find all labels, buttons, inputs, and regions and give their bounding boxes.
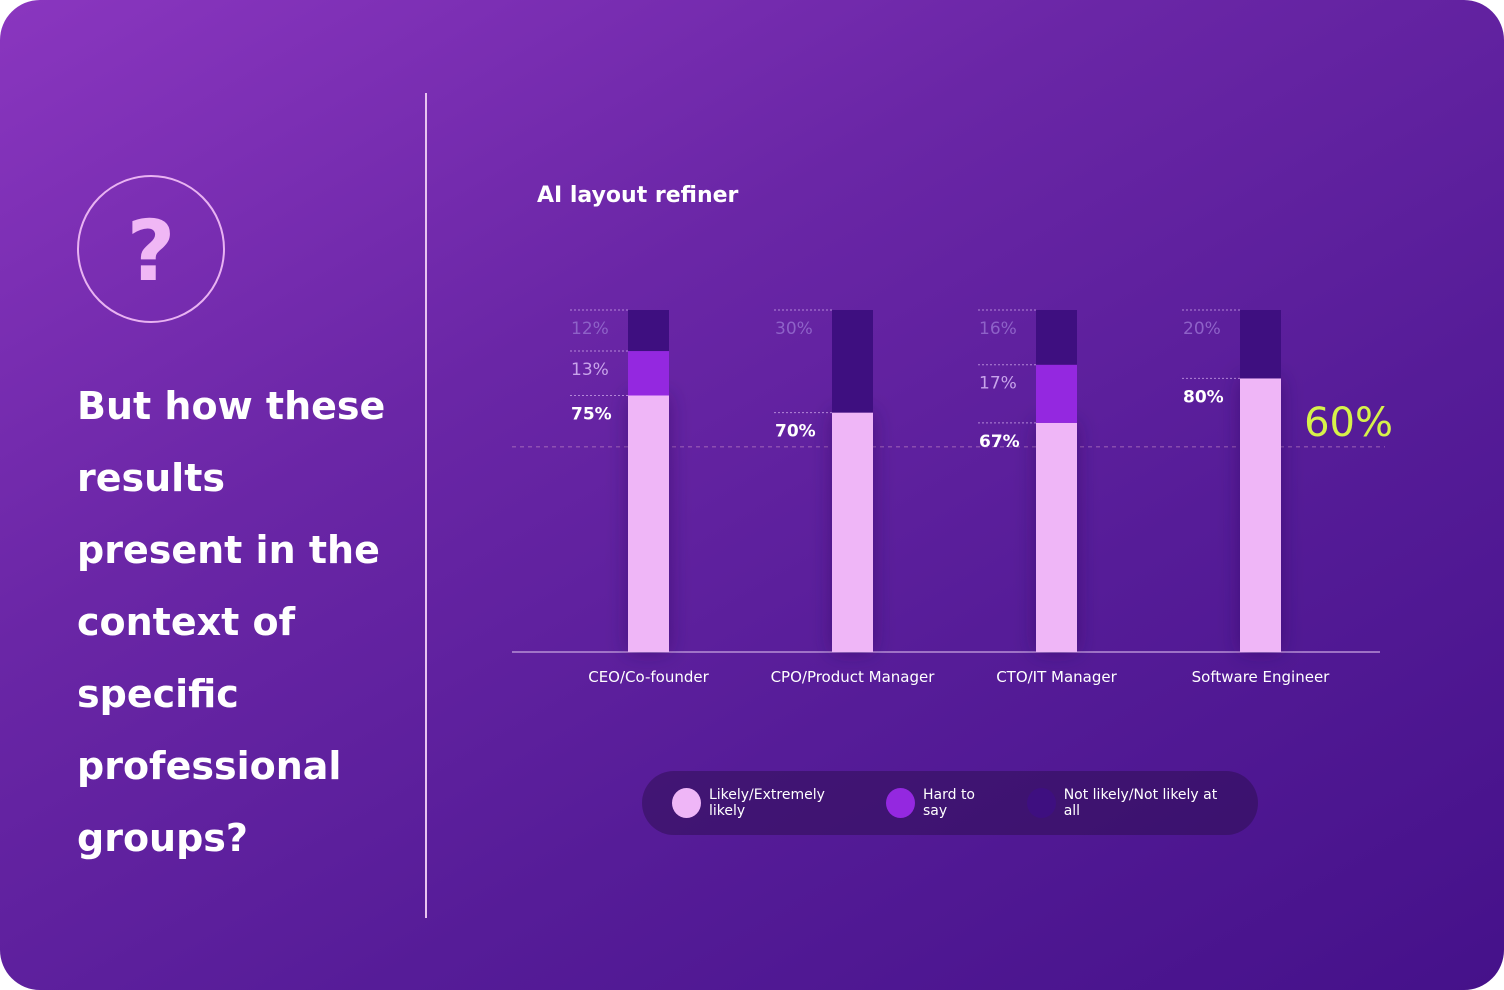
x-tick-label-3: CTO/IT Manager bbox=[996, 668, 1117, 686]
data-label-3-2: 30% bbox=[775, 319, 813, 339]
question-circle: ? bbox=[77, 175, 225, 323]
legend-item-hard-to-say: Hard to say bbox=[886, 787, 1001, 819]
bar-segment-1-4 bbox=[1240, 378, 1281, 652]
legend-swatch-likely bbox=[672, 788, 701, 818]
vertical-divider bbox=[425, 93, 427, 918]
data-label-1-2: 70% bbox=[775, 422, 816, 442]
bar-segment-3-2 bbox=[832, 310, 873, 413]
bar-segment-2-3 bbox=[1036, 364, 1077, 423]
bar-segment-1-1 bbox=[628, 395, 669, 652]
bar-segment-3-3 bbox=[1036, 310, 1077, 365]
legend-item-not-likely: Not likely/Not likely at all bbox=[1026, 787, 1232, 819]
x-tick-label-4: Software Engineer bbox=[1192, 668, 1331, 686]
bar-segment-1-2 bbox=[832, 412, 873, 652]
legend-swatch-hard-to-say bbox=[886, 788, 915, 818]
data-label-3-1: 12% bbox=[571, 319, 609, 339]
x-tick-label-1: CEO/Co-founder bbox=[588, 668, 709, 686]
bar-segment-1-3 bbox=[1036, 422, 1077, 652]
bar-segment-2-1 bbox=[628, 351, 669, 396]
legend-label-not-likely: Not likely/Not likely at all bbox=[1063, 787, 1218, 819]
legend-item-likely: Likely/Extremely likely bbox=[672, 787, 860, 819]
legend-label-likely: Likely/Extremely likely bbox=[708, 787, 825, 819]
headline: But how these results present in the con… bbox=[77, 384, 386, 860]
chart-legend: Likely/Extremely likely Hard to say Not … bbox=[642, 771, 1258, 835]
data-label-2-3: 17% bbox=[979, 374, 1017, 394]
bar-segment-3-4 bbox=[1240, 310, 1281, 379]
chart-title: AI layout refiner bbox=[537, 183, 739, 208]
data-label-3-3: 16% bbox=[979, 319, 1017, 339]
data-label-1-1: 75% bbox=[571, 405, 612, 425]
bar-segment-3-1 bbox=[628, 310, 669, 352]
reference-line-label: 60% bbox=[1304, 400, 1393, 446]
data-label-3-4: 20% bbox=[1183, 319, 1221, 339]
question-mark-icon: ? bbox=[126, 202, 176, 300]
x-tick-label-2: CPO/Product Manager bbox=[771, 668, 936, 686]
legend-label-hard-to-say: Hard to say bbox=[922, 787, 975, 819]
data-label-1-3: 67% bbox=[979, 432, 1020, 452]
data-label-2-1: 13% bbox=[571, 360, 609, 380]
data-label-1-4: 80% bbox=[1183, 387, 1224, 407]
legend-swatch-not-likely bbox=[1026, 788, 1056, 818]
